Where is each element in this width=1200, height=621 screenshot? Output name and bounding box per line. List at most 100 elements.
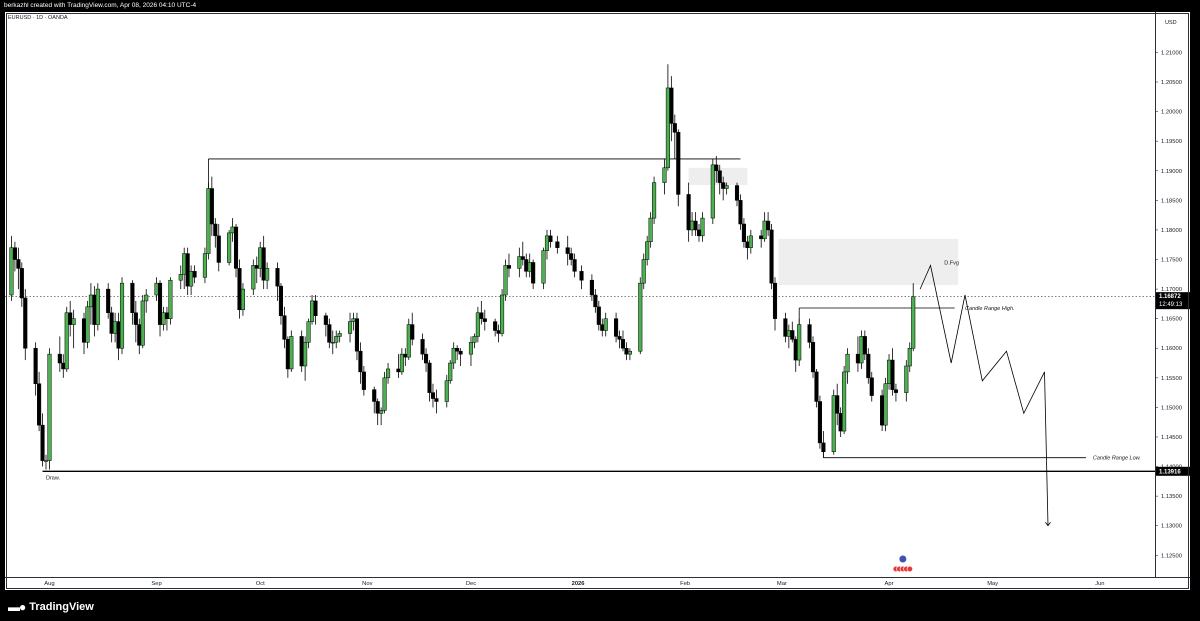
chart-area[interactable]: D.Fvg Candle Range High. Candle Range Low.… — [5, 12, 1190, 590]
event-flag-icon — [898, 554, 908, 564]
bearish-candle — [299, 336, 304, 367]
fvg-zone — [778, 238, 959, 285]
bearish-candle — [133, 312, 138, 325]
bearish-candle — [434, 398, 439, 402]
price-scale-divider — [1155, 12, 1156, 578]
price-tick-label: 1.19500 — [1161, 139, 1182, 145]
tradingview-logo[interactable]: ▬● TradingView — [8, 600, 94, 614]
bullish-candle — [690, 220, 695, 231]
bullish-candle — [786, 330, 791, 337]
price-tick-label: 1.19000 — [1161, 169, 1182, 175]
bearish-candle — [282, 315, 287, 340]
bullish-candle — [503, 265, 508, 296]
bearish-candle — [721, 182, 726, 189]
bearish-candle — [420, 339, 425, 355]
bearish-candle — [807, 324, 812, 343]
bullish-candle — [289, 336, 294, 370]
bullish-candle — [475, 312, 480, 337]
bullish-candle — [762, 220, 767, 240]
bullish-candle — [648, 217, 653, 243]
tradingview-mark-icon: ▬● — [8, 600, 26, 614]
bearish-candle — [106, 288, 111, 313]
annotations: D.Fvg Candle Range High. Candle Range Low.… — [46, 260, 1141, 573]
bearish-candle — [424, 353, 429, 364]
bullish-candle — [337, 333, 342, 337]
bearish-candle — [869, 377, 874, 396]
bearish-candle — [92, 294, 97, 325]
price-tick-label: 1.13000 — [1161, 524, 1182, 530]
bearish-candle — [33, 347, 38, 384]
bearish-candle — [772, 282, 778, 319]
price-tick-label: 1.15000 — [1161, 405, 1182, 411]
bearish-candle — [624, 347, 629, 355]
bullish-candle — [161, 312, 166, 325]
bearish-candle — [209, 188, 214, 225]
bullish-candle — [230, 226, 235, 234]
bullish-candle — [665, 87, 670, 169]
bullish-candle — [603, 318, 608, 331]
bullish-candle — [206, 188, 211, 254]
bearish-candle — [375, 401, 380, 414]
bearish-candle — [548, 235, 553, 243]
bullish-candle — [904, 365, 909, 393]
bearish-candle — [766, 220, 771, 231]
bullish-candle — [911, 296, 916, 349]
time-tick-label: 2026 — [572, 581, 586, 587]
bullish-candle — [406, 324, 411, 358]
bearish-candle — [579, 271, 584, 281]
bullish-candle — [154, 282, 159, 296]
bearish-candle — [817, 401, 822, 444]
bearish-candle — [137, 324, 142, 346]
bearish-candle — [455, 347, 460, 352]
bullish-candle — [662, 167, 667, 183]
bullish-candle — [797, 324, 802, 361]
price-tick-label: 1.16500 — [1161, 317, 1182, 323]
bullish-candle — [544, 235, 550, 251]
draw-label: Draw. — [46, 475, 61, 481]
bearish-candle — [185, 253, 190, 287]
bullish-candle — [334, 336, 339, 343]
bullish-candle — [189, 271, 194, 287]
current-price-badge — [1156, 292, 1190, 310]
time-scale: Aug Sep Oct Nov Dec 2026 Feb Mar Apr May Jun — [44, 581, 1104, 587]
bullish-candle — [517, 256, 522, 269]
bullish-candle — [240, 288, 245, 311]
bearish-candle — [68, 312, 73, 325]
bearish-candle — [835, 395, 840, 414]
time-tick-label: Sep — [151, 581, 161, 587]
current-price-value: 1.16872 — [1159, 294, 1181, 300]
time-tick-label: Mar — [777, 581, 787, 587]
bearish-candle — [821, 442, 826, 453]
bearish-candle — [430, 392, 436, 399]
price-scale: USD 1.21000 1.20500 1.20000 1.19500 1.19000 1.… — [1155, 20, 1190, 559]
bearish-candle — [669, 87, 674, 124]
price-tick-label: 1.14500 — [1161, 435, 1182, 441]
bearish-candle — [672, 123, 677, 133]
range-low-label: Candle Range Low. — [1093, 456, 1141, 462]
bullish-candle — [541, 250, 546, 284]
bearish-candle — [109, 312, 114, 334]
bearish-candle — [696, 229, 702, 237]
bullish-candle — [859, 336, 864, 364]
price-tick-label: 1.13500 — [1161, 494, 1182, 500]
bullish-candle — [303, 342, 308, 367]
candles — [9, 64, 916, 470]
bullish-candle — [95, 288, 100, 325]
bearish-candle — [164, 312, 169, 319]
bearish-candle — [793, 339, 798, 361]
bullish-candle — [710, 164, 715, 219]
bearish-candle — [676, 132, 681, 195]
bearish-candle — [261, 247, 266, 281]
price-chart[interactable]: D.Fvg Candle Range High. Candle Range Low.… — [5, 12, 1190, 590]
bullish-candle — [831, 395, 836, 453]
bearish-candle — [482, 318, 487, 322]
bullish-candle — [119, 282, 125, 349]
bullish-candle — [700, 217, 705, 237]
bullish-candle — [472, 336, 477, 343]
bearish-candle — [358, 350, 363, 373]
bullish-candle — [527, 262, 532, 272]
bearish-candle — [531, 262, 536, 284]
bearish-candle — [572, 259, 577, 272]
bearish-candle — [790, 330, 795, 340]
byline-text: berkazhl created with TradingView.com, A… — [4, 2, 197, 9]
